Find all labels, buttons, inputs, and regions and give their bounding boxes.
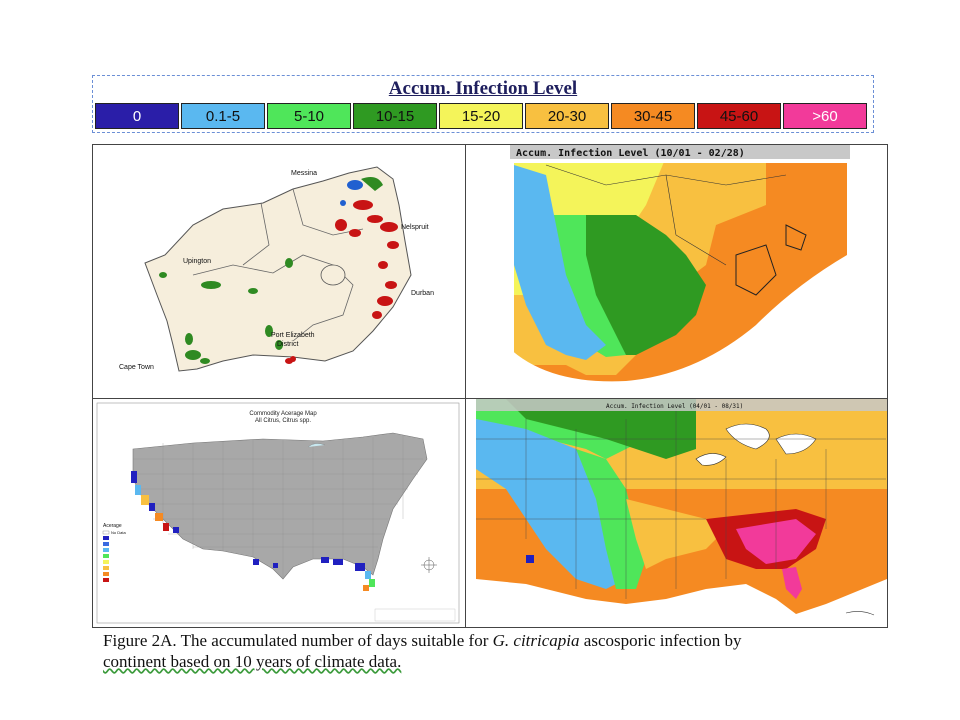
legend-swatch: 5-10 xyxy=(267,103,351,129)
acreage-map-subtitle: All Citrus, Citrus spp. xyxy=(255,418,311,424)
figure-caption: Figure 2A. The accumulated number of day… xyxy=(103,630,893,672)
citrus-acreage-gulf xyxy=(253,557,375,591)
grid-divider-horizontal xyxy=(92,398,888,399)
figure-frame xyxy=(92,144,888,628)
legend-swatch: 0.1-5 xyxy=(181,103,265,129)
label-upington: Upington xyxy=(183,258,211,265)
label-port-elizabeth: Port Elizabeth xyxy=(271,332,315,339)
label-messina: Messina xyxy=(291,170,317,177)
acreage-legend-title: Acerage xyxy=(103,523,122,529)
us-infection-title: Accum. Infection Level (04/01 - 08/31) xyxy=(606,403,743,410)
label-durban: Durban xyxy=(411,290,434,297)
label-cape-town: Cape Town xyxy=(119,364,154,371)
acreage-map-title: Commodity Acerage Map xyxy=(249,411,317,417)
us-citrus-acreage-map: Commodity Acerage Map All Citrus, Citrus… xyxy=(93,399,464,627)
legend-swatch: 45-60 xyxy=(697,103,781,129)
south-africa-infection-map: Accum. Infection Level (10/01 - 02/28) xyxy=(466,145,887,397)
label-nelspruit: Nelspruit xyxy=(401,224,429,231)
caption-line2: continent based on 10 years of climate d… xyxy=(103,652,402,671)
citrus-regions-green xyxy=(159,177,383,364)
citrus-acreage-california xyxy=(131,471,179,533)
legend-swatch: 15-20 xyxy=(439,103,523,129)
south-africa-citrus-map: Messina Nelspruit Upington Durban Port E… xyxy=(93,145,464,397)
citrus-regions-blue xyxy=(340,180,363,206)
caption-species: G. citricapia xyxy=(493,631,580,650)
acreage-legend: Acerage No Data xyxy=(102,523,126,582)
legend-swatch: 0 xyxy=(95,103,179,129)
acreage-legend-no-data: No Data xyxy=(111,530,126,535)
legend-swatch: 20-30 xyxy=(525,103,609,129)
sa-infection-title: Accum. Infection Level (10/01 - 02/28) xyxy=(516,147,745,159)
label-district: District xyxy=(277,341,298,348)
legend-swatch: >60 xyxy=(783,103,867,129)
grid-divider-vertical xyxy=(465,144,466,628)
caption-prefix: Figure 2A. The accumulated number of day… xyxy=(103,631,493,650)
caption-species-text: G. citricapia xyxy=(492,631,580,650)
us-infection-map: Accum. Infection Level (04/01 - 08/31) xyxy=(466,399,887,627)
caption-middle: ascosporic infection by xyxy=(579,631,742,650)
legend-title: Accum. Infection Level xyxy=(388,78,578,99)
legend-swatch: 30-45 xyxy=(611,103,695,129)
citrus-regions-red xyxy=(285,200,399,364)
infection-level-legend: Accum. Infection Level 0 0.1-5 5-10 10-15 15… xyxy=(92,75,874,133)
legend-swatches: 0 0.1-5 5-10 10-15 15-20 20-30 30-45 45-60 >60 xyxy=(95,103,869,129)
legend-swatch: 10-15 xyxy=(353,103,437,129)
